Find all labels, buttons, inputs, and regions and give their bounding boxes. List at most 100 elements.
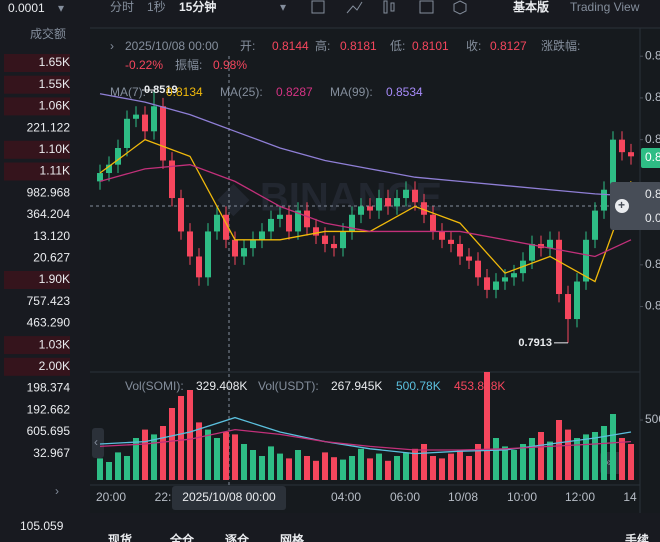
volume-bar — [223, 432, 229, 480]
depth-bar — [4, 140, 70, 159]
volume-bar — [601, 426, 607, 480]
candle-body — [142, 114, 148, 132]
left-row: 1.03K — [39, 337, 70, 351]
price-tag — [641, 148, 660, 168]
ma-legend-label: MA(7): — [110, 85, 146, 99]
y-tick-label: 0.8 — [645, 299, 660, 313]
candle-body — [286, 214, 292, 232]
candle-body — [322, 235, 328, 244]
volume-bar — [304, 456, 310, 480]
candle-body — [466, 256, 472, 261]
vol-ma-line — [99, 416, 632, 455]
icon[interactable] — [390, 2, 395, 12]
volume-bar — [250, 450, 256, 480]
volume-bar — [556, 420, 562, 480]
add-icon[interactable]: + — [618, 198, 625, 212]
vol-legend-value: 500.78K — [396, 379, 441, 393]
x-tick-label: 20:00 — [96, 490, 126, 504]
info-label: 开: — [240, 39, 255, 53]
scroll-left-icon[interactable]: ‹ — [94, 435, 98, 449]
mode[interactable]: Trading View — [570, 0, 640, 14]
volume-bar — [205, 429, 211, 480]
candle-body — [421, 202, 427, 215]
vol-tick-label: 500 — [645, 412, 660, 426]
volume-bar — [466, 456, 472, 480]
volume-bar — [385, 460, 391, 480]
icon[interactable] — [346, 1, 363, 14]
candle-body — [169, 160, 175, 199]
volume-bar — [187, 390, 193, 480]
volume-bar — [331, 457, 337, 480]
info-label: 高: — [315, 38, 330, 53]
volume-bar — [232, 434, 238, 480]
volume-bar — [133, 438, 139, 480]
candle-body — [502, 277, 508, 282]
volume-bar — [421, 444, 427, 480]
icon[interactable] — [383, 0, 388, 14]
candle-body — [97, 173, 103, 182]
volume-bar — [367, 458, 373, 480]
volume-bar — [592, 432, 598, 480]
vol-legend-label: Vol(USDT): — [258, 379, 319, 393]
interval[interactable]: 分时 — [110, 0, 134, 14]
plot: 0.80.80.80.80.85000.85190.7913MA(7):0.81… — [96, 48, 660, 504]
candle-body — [484, 277, 490, 290]
candle-body — [511, 273, 517, 278]
ma-line — [99, 164, 632, 258]
volume-bar — [142, 429, 148, 480]
bottom-tab: 逐仓 — [225, 532, 250, 542]
volume-bar — [448, 453, 454, 480]
dropdown-arrow[interactable]: ▾ — [280, 0, 286, 14]
scroll-left[interactable] — [92, 428, 104, 458]
volume-bar — [97, 458, 103, 480]
vol-ma-line — [99, 428, 632, 451]
scroll-right-icon[interactable]: » — [605, 455, 612, 469]
left-row: 2.00K — [39, 359, 70, 373]
ohlc-info: › 2025/10/08 00:00 开: 0.8144 高: 0.8181 低… — [110, 38, 580, 72]
icon[interactable] — [311, 0, 325, 14]
candle-body — [223, 214, 229, 240]
candle-body — [178, 198, 184, 232]
low-marker: 0.7913 — [518, 337, 552, 349]
dropdown-arrow[interactable]: ▾ — [58, 1, 64, 15]
crosshair-price: 0.0 — [645, 211, 660, 225]
candle-body — [475, 260, 481, 278]
volume-bar — [340, 459, 346, 480]
candle-body — [250, 239, 256, 249]
icon[interactable] — [453, 0, 467, 15]
bottom-tab: 现货 — [108, 532, 132, 542]
depth-bar — [4, 162, 70, 181]
y-tick-label: 0.8 — [645, 257, 660, 271]
icon[interactable] — [419, 0, 434, 14]
volume-bar — [493, 438, 499, 480]
y-tick-label: 0.8 — [645, 90, 660, 104]
volume-bar — [520, 444, 526, 480]
candle-body — [583, 239, 589, 282]
ma-legend-value: 0.8287 — [276, 85, 313, 99]
x-tick-label: 12:00 — [565, 490, 595, 504]
candle-body — [241, 248, 247, 257]
volume-bar — [628, 444, 634, 480]
mode-active[interactable]: 基本版 — [512, 0, 549, 14]
candle-body — [259, 231, 265, 240]
precision[interactable]: 0.0001 — [8, 1, 45, 15]
expand-arrow[interactable]: › — [55, 484, 59, 498]
candle-body — [439, 231, 445, 240]
candle-body — [304, 210, 310, 228]
info-time: 2025/10/08 00:00 — [125, 39, 219, 53]
high-marker: 0.8519 — [144, 84, 178, 96]
volume-bar — [610, 414, 616, 480]
interval[interactable]: 1秒 — [147, 0, 166, 14]
candle-body — [124, 118, 130, 148]
info-label: 低: — [390, 39, 405, 53]
volume-bar — [475, 444, 481, 480]
interval-active[interactable]: 15分钟 — [179, 0, 216, 14]
chevron[interactable]: › — [110, 39, 114, 53]
volume-bar — [196, 422, 202, 480]
info-value: -0.22% — [125, 58, 163, 72]
left-row: 20.627 — [33, 250, 70, 264]
candle-body — [412, 189, 418, 203]
candle-body — [592, 210, 598, 240]
volume-bar — [106, 462, 112, 480]
add-button[interactable] — [615, 199, 629, 213]
